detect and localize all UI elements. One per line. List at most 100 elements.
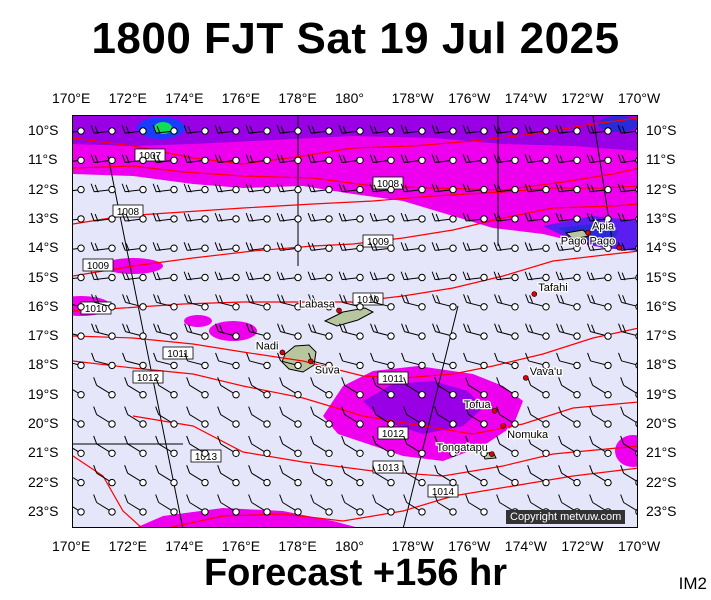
lat-label-left: 20°S	[28, 415, 59, 431]
wind-barb	[155, 465, 178, 487]
isobar-label: 1010	[80, 301, 112, 315]
wind-barb	[307, 271, 333, 282]
wind-barb	[122, 294, 147, 311]
wind-barb	[308, 294, 333, 311]
wind-barb	[310, 406, 333, 428]
wind-barb	[372, 406, 395, 428]
lat-label-right: 11°S	[646, 151, 676, 168]
wind-barb	[369, 212, 395, 223]
wind-barb	[245, 242, 271, 252]
forecast-map: 1007 1008 1008 1009 1009 1010 1010 1011 1011 1012…	[72, 115, 638, 528]
wind-barb	[434, 465, 457, 487]
wind-barb	[617, 124, 637, 135]
wind-barb	[73, 447, 85, 457]
wind-barb	[401, 323, 426, 340]
rain-heavy-center	[154, 122, 172, 134]
wind-barb	[527, 406, 550, 428]
wind-barb	[338, 124, 364, 135]
wind-barb	[91, 294, 116, 311]
wind-barb	[124, 494, 147, 516]
wind-barb	[155, 406, 178, 428]
wind-barb	[124, 406, 147, 428]
wind-barb	[587, 294, 612, 311]
wind-barb	[465, 465, 488, 487]
wind-barb	[90, 212, 116, 223]
rain-cell-east	[615, 435, 637, 467]
wind-barb	[279, 406, 302, 428]
wind-barb	[183, 242, 209, 252]
wind-barb	[434, 406, 457, 428]
rain-band-north-mid	[73, 116, 637, 151]
wind-barb	[307, 212, 333, 223]
place-marker: Apia	[585, 219, 616, 236]
isobar-labels: 1007 1008 1008 1009 1009 1010 1010 1011 1011 1012…	[80, 148, 459, 498]
wind-barb	[246, 294, 271, 311]
wind-barb	[586, 154, 612, 164]
wind-barb	[217, 377, 240, 399]
wind-barb	[186, 377, 209, 399]
wind-barb	[341, 435, 364, 457]
wind-barb	[463, 352, 488, 370]
lat-label-left: 12°S	[28, 180, 59, 197]
wind-barb	[493, 183, 519, 194]
lat-label-right: 18°S	[646, 356, 677, 373]
lon-label-top: 176°E	[221, 90, 261, 106]
wind-barb	[432, 294, 457, 311]
wind-barb	[400, 154, 426, 164]
wind-barb	[400, 124, 426, 135]
place-marker: Tofua	[462, 398, 498, 414]
svg-text:1012: 1012	[382, 429, 405, 440]
svg-text:Nomuka: Nomuka	[507, 429, 549, 441]
wind-barb	[245, 212, 271, 223]
svg-text:1010: 1010	[85, 304, 108, 315]
lat-label-left: 17°S	[28, 327, 59, 344]
wind-barb	[73, 303, 85, 311]
wind-barb	[370, 323, 395, 340]
wind-barb	[279, 465, 302, 487]
lon-label-bottom: 178°W	[391, 538, 434, 554]
wind-barb	[465, 494, 488, 516]
wind-barb	[121, 124, 147, 135]
wind-barb	[555, 242, 581, 252]
wind-barb	[617, 154, 637, 164]
wind-barb	[121, 242, 147, 252]
wind-barb	[183, 124, 209, 135]
svg-text:1014: 1014	[432, 487, 455, 498]
wind-barb	[93, 465, 116, 487]
place-marker: Nomuka	[500, 422, 550, 442]
wind-barb	[217, 465, 240, 487]
wind-barb	[462, 183, 488, 194]
wind-barb	[153, 352, 178, 370]
vanua-levu-island	[323, 307, 375, 327]
wind-barb	[431, 124, 457, 135]
lat-label-right: 10°S	[646, 122, 677, 138]
wind-barb	[524, 154, 550, 164]
wind-barb	[217, 406, 240, 428]
wind-barb	[524, 212, 550, 223]
lat-label-left: 16°S	[28, 297, 59, 314]
wind-barb	[369, 124, 395, 135]
svg-text:Tafahi: Tafahi	[538, 282, 567, 294]
wind-barb	[73, 185, 85, 194]
wind-barb	[153, 323, 178, 340]
viti-levu-island	[281, 344, 317, 373]
wind-barb	[341, 406, 364, 428]
wind-barb	[90, 124, 116, 135]
wind-barb	[73, 361, 85, 370]
wind-barb	[370, 294, 395, 311]
wind-barb	[91, 323, 116, 340]
place-marker: Labasa	[298, 297, 342, 314]
wind-barb	[524, 271, 550, 282]
wind-barb	[620, 465, 637, 486]
wind-barb	[183, 212, 209, 223]
wind-barb	[276, 271, 302, 282]
wind-barb	[245, 154, 271, 164]
wind-barb	[90, 154, 116, 164]
wind-barb	[155, 435, 178, 457]
wind-barb	[73, 418, 85, 428]
wind-barb	[246, 352, 271, 370]
svg-text:1008: 1008	[117, 207, 140, 218]
wind-barb	[277, 352, 302, 370]
lon-label-bottom: 170°W	[618, 538, 661, 554]
lat-label-right: 16°S	[646, 297, 677, 314]
